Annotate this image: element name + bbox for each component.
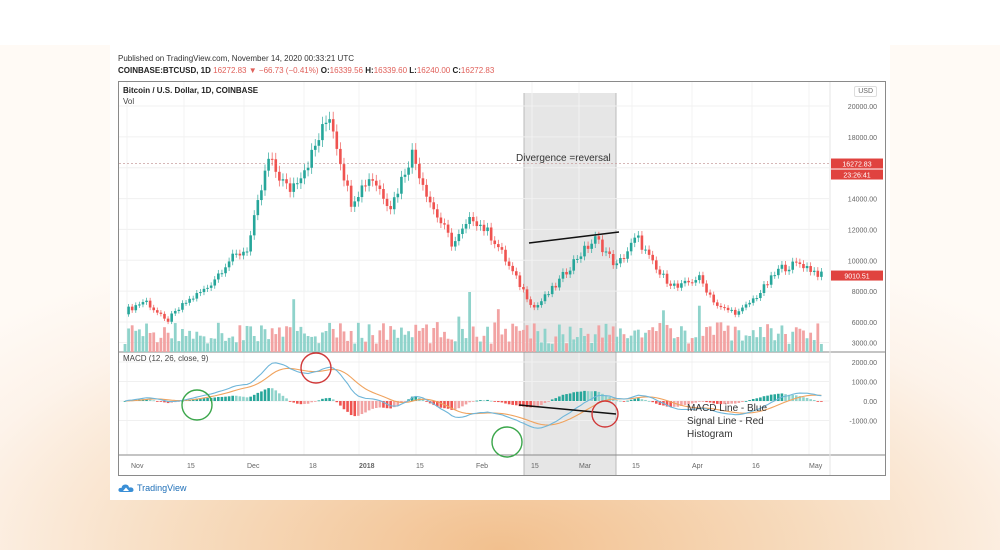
price-tick: 8000.00 [852,289,877,296]
low-label: L: [409,66,417,75]
published-line: Published on TradingView.com, November 1… [118,54,354,63]
time-tick: 15 [416,463,424,470]
time-tick: May [809,463,823,470]
high-value: 16339.60 [373,66,408,75]
time-tick: 15 [187,463,195,470]
tradingview-logo[interactable]: TradingView [118,483,187,493]
time-tick: 15 [531,463,539,470]
macd-tick: -1000.00 [849,419,877,426]
price-change: ▼ −66.73 (−0.41%) [248,66,319,75]
countdown-tag: 23:26:41 [843,173,870,180]
open-label: O: [320,66,330,75]
time-tick: Mar [579,463,592,470]
volume-label: Vol [123,97,135,106]
divergence-annotation: Divergence =reversal [516,153,611,164]
price-tick: 18000.00 [848,135,877,142]
macd-tick: 3000.00 [852,341,877,348]
price-tick: 20000.00 [848,104,877,111]
close-value: 16272.83 [460,66,495,75]
price-tick: 10000.00 [848,258,877,265]
current-price-tag: 16272.83 [842,162,871,169]
macd-title: MACD (12, 26, close, 9) [123,354,209,363]
symbol-name: COINBASE:BTCUSD, 1D [118,66,211,75]
top-margin [0,0,1000,45]
chart-card: Published on TradingView.com, November 1… [110,45,890,500]
visible-price-tag: 9010.51 [844,274,869,281]
cloud-icon [118,484,134,492]
chart-title: Bitcoin / U.S. Dollar, 1D, COINBASE [123,86,259,95]
time-tick: 18 [309,463,317,470]
price-tick: 14000.00 [848,197,877,204]
high-label: H: [365,66,374,75]
indicator-legend: MACD Line - Blue Signal Line - Red Histo… [687,402,767,441]
chart-canvas[interactable]: 20000.00 18000.00 14000.00 12000.00 10000.00… [119,82,885,475]
legend-macd: MACD Line - Blue [687,403,768,414]
low-value: 16240.00 [416,66,451,75]
price-tick: 6000.00 [852,320,877,327]
legend-histogram: Histogram [687,429,733,440]
time-tick: Feb [476,463,488,470]
macd-tick: 0.00 [863,399,877,406]
last-price: 16272.83 [213,66,247,75]
price-tick: 12000.00 [848,227,877,234]
currency-button[interactable]: USD [854,86,877,97]
time-tick: Apr [692,463,704,470]
time-tick: 2018 [359,463,375,470]
time-tick: Nov [131,463,144,470]
time-tick: 16 [752,463,760,470]
macd-tick: 1000.00 [852,380,877,387]
macd-tick: 2000.00 [852,360,877,367]
symbol-line: COINBASE:BTCUSD, 1D 16272.83 ▼ −66.73 (−… [118,66,494,75]
open-value: 16339.56 [329,66,363,75]
time-tick: Dec [247,463,260,470]
legend-signal: Signal Line - Red [687,416,764,427]
brand-name: TradingView [137,483,187,493]
close-label: C: [452,66,461,75]
chart-frame[interactable]: 20000.00 18000.00 14000.00 12000.00 10000.00… [118,81,886,476]
time-tick: 15 [632,463,640,470]
